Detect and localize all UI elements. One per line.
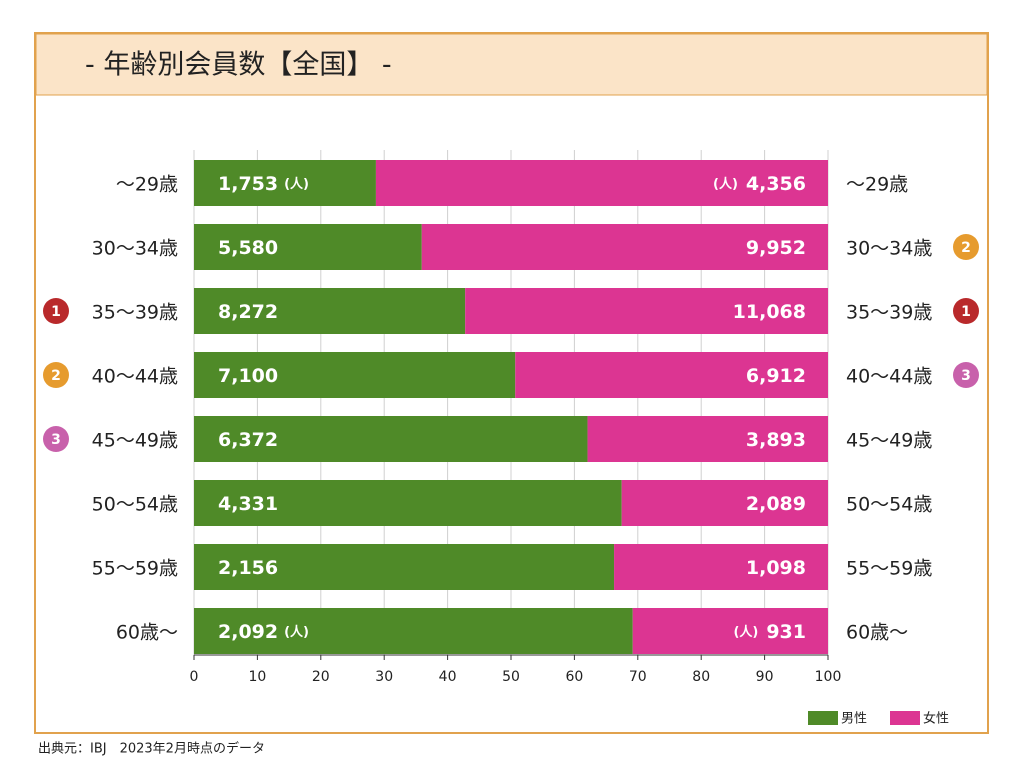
bar-segment: [194, 160, 376, 206]
data-label: 6,912: [746, 365, 806, 387]
value-text: 2,089: [746, 493, 806, 515]
bar-segment: [194, 224, 422, 270]
bar-segment: [194, 352, 516, 398]
data-label: 6,372: [218, 429, 278, 451]
bar-segment: [515, 352, 828, 398]
unit-text: (人): [713, 176, 738, 192]
legend-label: 女性: [923, 711, 949, 727]
category-label-left: 55〜59歳: [92, 558, 178, 580]
rank-badge: [43, 362, 69, 388]
data-label: 3,893: [746, 429, 806, 451]
x-tick-label: 90: [756, 669, 774, 685]
category-label-right: 40〜44歳: [846, 366, 932, 388]
rank-badge-label: 1: [961, 304, 971, 320]
data-label: 7,100: [218, 365, 278, 387]
header-band: [35, 33, 988, 96]
bar-segment: [621, 480, 828, 526]
bar-segment: [194, 288, 466, 334]
category-label-right: 45〜49歳: [846, 430, 932, 452]
value-text: 7,100: [218, 365, 278, 387]
category-label-right: 30〜34歳: [846, 238, 932, 260]
bar-segment: [194, 544, 615, 590]
value-text: 6,372: [218, 429, 278, 451]
value-text: 9,952: [746, 237, 806, 259]
legend-label: 男性: [841, 712, 867, 727]
chart-title: - 年齢別会員数【全国】 -: [85, 50, 392, 81]
bar-segment: [465, 288, 828, 334]
category-label-left: 〜29歳: [116, 174, 178, 196]
data-label: 8,272: [218, 301, 278, 323]
data-label: 2,156: [218, 557, 278, 579]
rank-badge-label: 3: [961, 368, 971, 384]
data-label: 1,098: [746, 557, 806, 579]
rank-badge: [43, 298, 69, 324]
rank-badge-label: 2: [51, 368, 61, 384]
category-label-right: 60歳〜: [846, 622, 908, 644]
category-label-right: 〜29歳: [846, 174, 908, 196]
rank-badge: [953, 298, 979, 324]
bar-segment: [614, 544, 828, 590]
value-text: 931: [766, 621, 806, 643]
category-label-right: 35〜39歳: [846, 302, 932, 324]
x-tick-label: 10: [248, 669, 266, 685]
value-text: 6,912: [746, 365, 806, 387]
bar-segment: [632, 608, 828, 654]
data-label: (人) 4,356: [713, 173, 806, 195]
category-label-right: 55〜59歳: [846, 558, 932, 580]
category-label-left: 45〜49歳: [92, 430, 178, 452]
x-tick-label: 50: [502, 669, 520, 685]
value-text: 1,753: [218, 173, 278, 195]
rank-badge: [953, 234, 979, 260]
category-label-left: 40〜44歳: [92, 366, 178, 388]
value-text: 2,092: [218, 621, 278, 643]
category-label-left: 60歳〜: [116, 622, 178, 644]
x-tick-label: 80: [692, 669, 710, 685]
category-label-left: 50〜54歳: [92, 494, 178, 516]
value-text: 2,156: [218, 557, 278, 579]
value-text: 11,068: [733, 301, 806, 323]
data-label: 9,952: [746, 237, 806, 259]
value-text: 4,356: [746, 173, 806, 195]
value-text: 3,893: [746, 429, 806, 451]
legend-swatch: [890, 711, 920, 725]
x-tick-label: 60: [565, 669, 583, 685]
data-label: 11,068: [733, 301, 806, 323]
source-note: 出典元：IBJ 2023年2月時点のデータ: [38, 741, 265, 757]
rank-badge: [43, 426, 69, 452]
value-text: 5,580: [218, 237, 278, 259]
data-label: 4,331: [218, 493, 278, 515]
bar-segment: [587, 416, 828, 462]
rank-badge-label: 2: [961, 240, 971, 256]
rank-badge-label: 1: [51, 304, 61, 320]
value-text: 1,098: [746, 557, 806, 579]
x-tick-label: 70: [629, 669, 647, 685]
category-label-left: 35〜39歳: [92, 302, 178, 324]
data-label: 2,092 (人): [218, 621, 309, 643]
category-label-right: 50〜54歳: [846, 494, 932, 516]
unit-text: (人): [733, 624, 758, 640]
unit-text: (人): [284, 624, 309, 640]
rank-badge-label: 3: [51, 432, 61, 448]
bar-segment: [421, 224, 828, 270]
value-text: 4,331: [218, 493, 278, 515]
x-tick-label: 20: [312, 669, 330, 685]
x-tick-label: 0: [190, 669, 199, 685]
bar-segment: [375, 160, 828, 206]
x-tick-label: 30: [375, 669, 393, 685]
value-text: 8,272: [218, 301, 278, 323]
data-label: (人) 931: [733, 621, 806, 643]
rank-badge: [953, 362, 979, 388]
data-label: 5,580: [218, 237, 278, 259]
bar-segment: [194, 416, 588, 462]
data-label: 1,753 (人): [218, 173, 309, 195]
category-label-left: 30〜34歳: [92, 238, 178, 260]
unit-text: (人): [284, 176, 309, 192]
data-label: 2,089: [746, 493, 806, 515]
legend-swatch: [808, 711, 838, 725]
x-tick-label: 40: [439, 669, 457, 685]
bar-segment: [194, 480, 622, 526]
bar-segment: [194, 608, 633, 654]
x-tick-label: 100: [815, 669, 842, 685]
